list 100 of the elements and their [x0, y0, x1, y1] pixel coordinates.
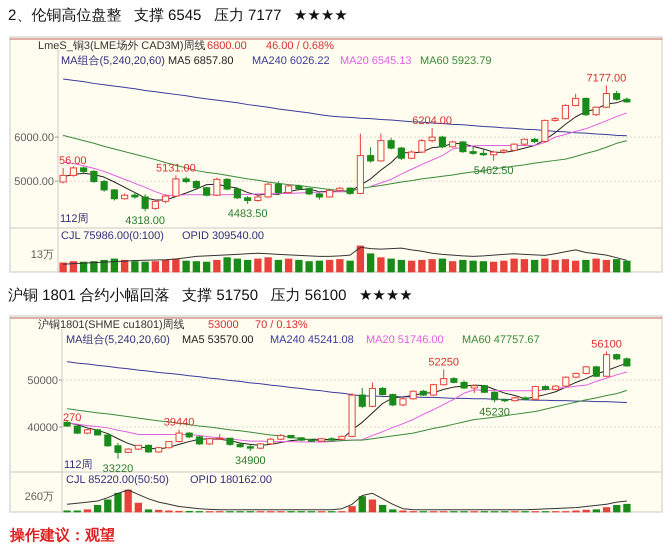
- text: MA240 45241.08: [270, 334, 354, 346]
- candlestick: [388, 138, 395, 150]
- candlestick: [562, 104, 569, 120]
- annotation: 56100: [591, 338, 622, 350]
- candlestick: [234, 187, 241, 200]
- chart-subtitle: 沪铜1801(SHME cu1801)周线: [38, 318, 185, 331]
- candlestick: [428, 128, 436, 143]
- y-tick-label: 5000.00: [14, 176, 54, 188]
- candlestick: [582, 97, 590, 116]
- series-label: OPID 309540.00: [182, 230, 264, 242]
- candlestick: [90, 170, 98, 184]
- annotation: 270: [63, 412, 82, 424]
- candlestick: [389, 393, 396, 407]
- bar: [368, 500, 376, 512]
- bar: [90, 261, 98, 272]
- bar: [110, 258, 118, 272]
- bar: [520, 259, 528, 272]
- bar: [582, 260, 590, 272]
- bar: [326, 260, 334, 272]
- candlestick: [326, 188, 334, 198]
- chart-title: 2、伦铜高位盘整 支撑 6545 压力 7177 ★★★★: [8, 7, 348, 24]
- bar: [295, 260, 303, 272]
- candlestick: [603, 350, 610, 378]
- bar: [356, 246, 364, 272]
- bar: [348, 506, 356, 512]
- y-tick-label: 6000.00: [14, 132, 54, 144]
- bar: [480, 261, 488, 272]
- bar: [623, 504, 631, 512]
- chart-title: 沪铜 1801 合约小幅回落 支撑 51750 压力 56100 ★★★★: [8, 287, 413, 304]
- candlestick: [541, 119, 548, 143]
- bar: [408, 260, 416, 272]
- candlestick: [623, 356, 630, 368]
- candlestick: [368, 382, 376, 408]
- annotation: MA组合(5,240,20,60): [66, 333, 170, 346]
- annotation: 112周: [60, 213, 89, 225]
- chart-subtitle: LmeS_铜3(LME场外 CAD3M)周线: [38, 39, 206, 52]
- bar: [428, 259, 436, 272]
- bar: [500, 260, 508, 272]
- text: 操作建议：观望: [9, 526, 115, 544]
- bar: [182, 260, 190, 272]
- bar: [562, 259, 570, 272]
- annotation: 7177.00: [586, 72, 626, 84]
- bar: [387, 258, 395, 272]
- bar: [336, 259, 344, 272]
- candlestick: [490, 150, 498, 162]
- annotation: MA组合(5,240,20,60): [61, 54, 165, 67]
- bar: [84, 509, 92, 512]
- bar: [316, 260, 324, 272]
- candlestick: [100, 179, 108, 192]
- annotation: 56.00: [59, 155, 87, 167]
- candlestick: [213, 177, 220, 197]
- text: MA240 6026.22: [252, 55, 330, 67]
- y-tick-label: 50000: [27, 375, 58, 388]
- candlestick: [562, 376, 570, 388]
- annotation: 4483.50: [228, 208, 268, 220]
- text: MA60 47757.67: [462, 334, 540, 346]
- text: MA20 6545.13: [340, 55, 412, 67]
- bar: [592, 258, 600, 272]
- bar: [398, 260, 406, 272]
- bar: [510, 258, 518, 272]
- bar: [114, 492, 122, 512]
- candlestick: [572, 93, 580, 107]
- candlestick: [430, 383, 438, 396]
- bar: [530, 260, 538, 272]
- annotation: 34900: [235, 454, 266, 467]
- bar: [469, 260, 477, 272]
- annotation: 5131.00: [156, 162, 196, 174]
- bar: [223, 257, 231, 272]
- candlestick: [367, 146, 374, 164]
- bar: [358, 496, 366, 512]
- candlestick: [377, 133, 384, 162]
- annotation: 6800.00: [207, 40, 247, 52]
- bar: [94, 505, 102, 512]
- candlestick: [104, 434, 112, 448]
- candlestick: [459, 140, 466, 154]
- bar: [418, 260, 426, 272]
- bar: [612, 259, 620, 272]
- bar: [264, 257, 272, 272]
- candlestick: [440, 368, 448, 386]
- bar: [305, 261, 313, 272]
- bar: [551, 260, 559, 272]
- bar: [541, 258, 549, 272]
- bar: [120, 260, 128, 272]
- bar: [124, 490, 132, 512]
- text: MA5 53570.00: [182, 334, 254, 346]
- bar: [389, 509, 396, 512]
- bar: [70, 261, 78, 272]
- candlestick: [152, 199, 159, 210]
- bar: [131, 261, 139, 272]
- bar: [192, 261, 200, 272]
- bar: [438, 258, 446, 272]
- candlestick: [264, 182, 272, 198]
- candlestick: [110, 188, 118, 201]
- annotation: 70 / 0.13%: [255, 319, 308, 331]
- bar: [623, 260, 631, 272]
- bar: [378, 505, 386, 512]
- candlestick: [438, 135, 446, 149]
- text: MA5 6857.80: [168, 55, 234, 67]
- bar: [59, 262, 67, 272]
- bar: [346, 260, 354, 272]
